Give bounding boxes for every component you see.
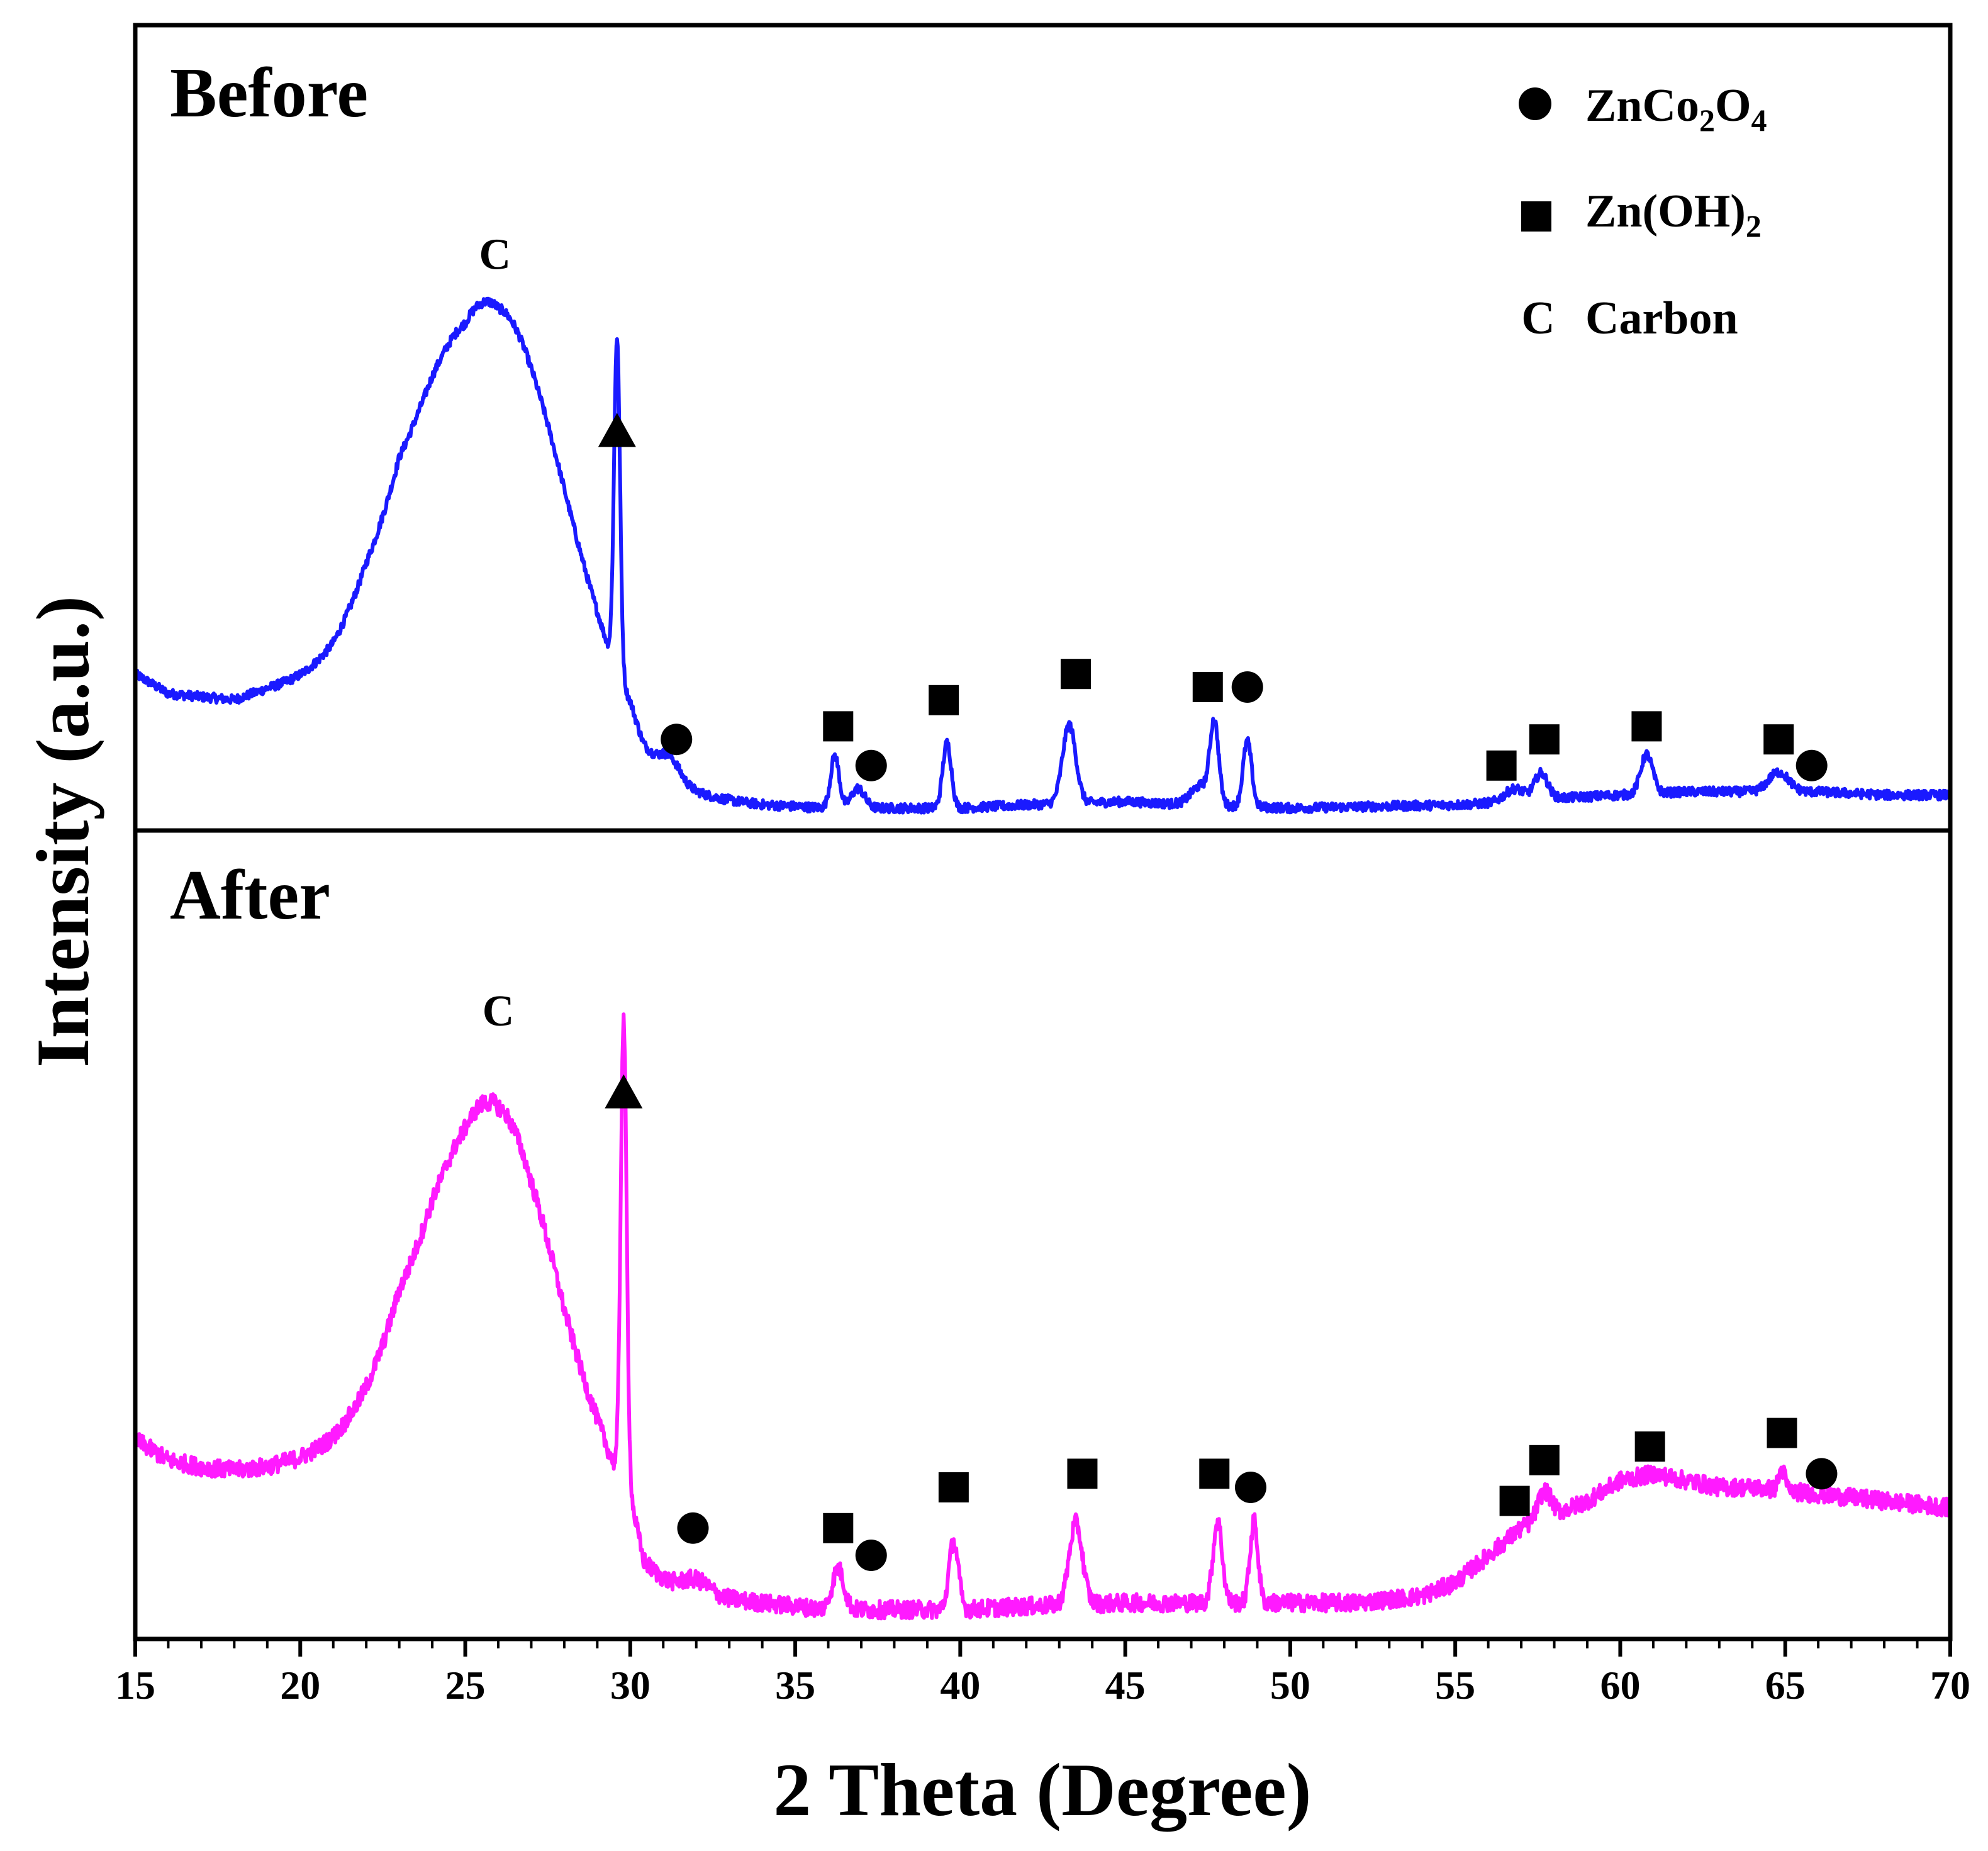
- x-tick-label: 50: [1270, 1663, 1310, 1708]
- x-tick-label: 25: [445, 1663, 486, 1708]
- before-xrd-curve: [133, 296, 1952, 815]
- x-axis-tick-labels: 15 20 25 30 35 40 45 50 55 60 65 70: [115, 1663, 1970, 1708]
- zinc-cobaltite-marker: [855, 1540, 887, 1571]
- phase-markers: CC: [479, 231, 1838, 1571]
- legend-carbon-label: Carbon: [1585, 293, 1738, 344]
- before-panel-title: Before: [170, 54, 368, 132]
- x-tick-label: 70: [1930, 1663, 1970, 1708]
- x-tick-label: 30: [610, 1663, 651, 1708]
- zinc-hydroxide-marker: [1529, 1445, 1560, 1475]
- zinc-hydroxide-marker: [1631, 711, 1662, 742]
- zinc-cobaltite-marker: [1795, 749, 1828, 781]
- legend-square-symbol: [1521, 201, 1551, 232]
- zinc-cobaltite-marker: [855, 749, 887, 781]
- zinc-hydroxide-marker: [1067, 1458, 1098, 1489]
- zinc-hydroxide-marker: [929, 685, 959, 715]
- zinc-hydroxide-marker: [1060, 659, 1091, 690]
- x-tick-label: 45: [1105, 1663, 1146, 1708]
- x-tick-label: 65: [1765, 1663, 1806, 1708]
- zinc-hydroxide-marker: [1767, 1418, 1797, 1448]
- zinc-hydroxide-marker: [1192, 672, 1223, 702]
- x-tick-label: 35: [775, 1663, 815, 1708]
- legend-zinc-hydroxide-label: Zn(OH)2: [1585, 186, 1762, 243]
- zinc-cobaltite-marker: [1234, 1472, 1266, 1503]
- y-axis-label: Intensity (a.u.): [21, 596, 104, 1068]
- zinc-cobaltite-marker: [1806, 1458, 1838, 1490]
- zinc-cobaltite-marker: [661, 724, 693, 756]
- zinc-hydroxide-marker: [1529, 724, 1560, 755]
- legend-zinc-cobaltite-label: ZnCo2O4: [1585, 80, 1767, 138]
- zinc-hydroxide-marker: [823, 1513, 854, 1543]
- legend: ZnCo2O4 Zn(OH)2 C Carbon: [1519, 80, 1767, 344]
- x-tick-label: 15: [115, 1663, 155, 1708]
- x-tick-label: 60: [1600, 1663, 1640, 1708]
- carbon-marker: C: [483, 987, 515, 1036]
- triangle-phase-marker: [598, 413, 636, 447]
- zinc-cobaltite-marker: [677, 1512, 709, 1544]
- x-tick-label: 55: [1435, 1663, 1475, 1708]
- zinc-hydroxide-marker: [823, 711, 854, 742]
- zinc-hydroxide-marker: [1763, 724, 1794, 755]
- triangle-phase-marker: [605, 1074, 643, 1109]
- x-tick-label: 40: [940, 1663, 980, 1708]
- after-xrd-curve: [133, 1012, 1952, 1621]
- x-tick-label: 20: [280, 1663, 320, 1708]
- zinc-hydroxide-marker: [1486, 750, 1517, 781]
- x-axis-ticks: [133, 1639, 1952, 1657]
- legend-c-symbol: C: [1521, 293, 1555, 344]
- zinc-hydroxide-marker: [1199, 1458, 1230, 1489]
- x-axis-label: 2 Theta (Degree): [773, 1748, 1311, 1832]
- carbon-marker: C: [479, 231, 511, 279]
- legend-circle-symbol: [1519, 87, 1551, 120]
- zinc-hydroxide-marker: [938, 1472, 969, 1502]
- zinc-hydroxide-marker: [1499, 1485, 1530, 1516]
- zinc-cobaltite-marker: [1231, 671, 1263, 703]
- zinc-hydroxide-marker: [1634, 1431, 1665, 1462]
- after-panel-title: After: [170, 856, 330, 934]
